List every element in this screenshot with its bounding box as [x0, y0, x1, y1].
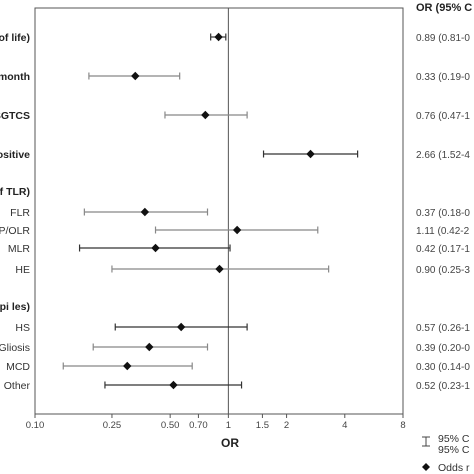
- plot-frame: [34, 7, 404, 415]
- odds-ratio-point: [123, 361, 132, 371]
- forest-row: HS 0.57 (0.26-1: [15, 322, 470, 334]
- forest-row: Gliosis 0.39 (0.20-0: [0, 342, 470, 354]
- odds-ratio-point: [140, 207, 150, 217]
- forest-row: P/OLR 1.11 (0.42-2: [0, 225, 470, 237]
- row-label: HS: [15, 322, 30, 334]
- ci-value: 0.33 (0.19-0: [416, 72, 470, 83]
- forest-row: of life) 0.89 (0.81-0: [0, 32, 470, 44]
- forest-row: HE 0.90 (0.25-3: [15, 264, 470, 276]
- odds-ratio-point: [306, 149, 315, 159]
- x-tick-label: 1: [226, 420, 231, 431]
- ci-value: 0.89 (0.81-0: [416, 33, 470, 44]
- row-label: FLR: [10, 207, 30, 219]
- row-label: HE: [15, 264, 30, 276]
- x-axis-title: OR: [221, 436, 239, 450]
- odds-ratio-point: [201, 110, 210, 120]
- x-tick-label: 1.5: [256, 420, 269, 431]
- odds-ratio-point: [232, 225, 242, 235]
- ci-value: 2.66 (1.52-4: [416, 150, 470, 161]
- legend-odds-label: Odds r: [438, 462, 470, 474]
- x-axis-ticks: 0.10 0.25 0.50 0.70 1 1.5 2 4 8: [26, 414, 406, 431]
- ci-value: 0.90 (0.25-3: [416, 265, 470, 276]
- legend: 95% C95% C Odds r: [422, 433, 470, 474]
- forest-row: FLR 0.37 (0.18-0: [10, 207, 470, 219]
- forest-row: Other 0.52 (0.23-1: [4, 380, 471, 392]
- ci-value: 0.52 (0.23-1: [416, 381, 470, 392]
- x-tick-label: 4: [342, 420, 347, 431]
- ci-value: 0.57 (0.26-1: [416, 323, 470, 334]
- odds-ratio-point: [151, 243, 160, 253]
- row-label: Other: [4, 380, 31, 392]
- row-label: of life): [0, 32, 30, 44]
- row-label: P/OLR: [0, 225, 30, 237]
- ci-value: 0.30 (0.14-0: [416, 362, 470, 373]
- row-label: SGTCS: [0, 110, 30, 122]
- forest-row: ositive 2.66 (1.52-4: [0, 149, 470, 161]
- ci-value: 0.39 (0.20-0: [416, 343, 470, 354]
- row-label: Epi les): [0, 301, 30, 313]
- odds-ratio-point: [169, 380, 178, 390]
- ci-column-header: OR (95% C: [416, 2, 472, 14]
- ci-value: 0.42 (0.17-1: [416, 244, 470, 255]
- x-tick-label: 0.70: [189, 420, 208, 431]
- x-tick-label: 0.10: [26, 420, 45, 431]
- row-label: MLR: [8, 243, 31, 255]
- odds-ratio-point: [176, 322, 186, 332]
- row-label: /month: [0, 71, 30, 83]
- row-label: ositive: [0, 149, 30, 161]
- odds-ratio-point: [145, 342, 154, 352]
- x-tick-label: 2: [284, 420, 289, 431]
- plot-border: [34, 7, 404, 415]
- forest-row: MCD 0.30 (0.14-0: [6, 361, 470, 373]
- forest-row: Epi les): [0, 301, 30, 313]
- x-tick-label: 8: [400, 420, 405, 431]
- ci-value: 1.11 (0.42-2: [416, 226, 470, 237]
- ci-value: 0.37 (0.18-0: [416, 208, 470, 219]
- odds-ratio-point: [215, 264, 224, 274]
- legend-ci-label: 95% C: [438, 444, 470, 456]
- forest-row: SGTCS 0.76 (0.47-1: [0, 110, 470, 122]
- row-label: ef TLR): [0, 186, 30, 198]
- forest-row: MLR 0.42 (0.17-1: [8, 243, 471, 255]
- ci-value: 0.76 (0.47-1: [416, 111, 470, 122]
- row-label: Gliosis: [0, 342, 30, 354]
- x-tick-label: 0.25: [103, 420, 122, 431]
- legend-diamond-symbol: [422, 463, 430, 471]
- odds-ratio-point: [214, 32, 223, 42]
- forest-row: ef TLR): [0, 186, 30, 198]
- forest-row: /month 0.33 (0.19-0: [0, 71, 470, 83]
- row-label: MCD: [6, 361, 30, 373]
- odds-ratio-point: [131, 71, 140, 81]
- rows: of life) 0.89 (0.81-0/month 0.33 (0.19-0 SG…: [0, 32, 470, 392]
- x-tick-label: 0.50: [161, 420, 180, 431]
- legend-ci-label: 95% C: [438, 433, 470, 445]
